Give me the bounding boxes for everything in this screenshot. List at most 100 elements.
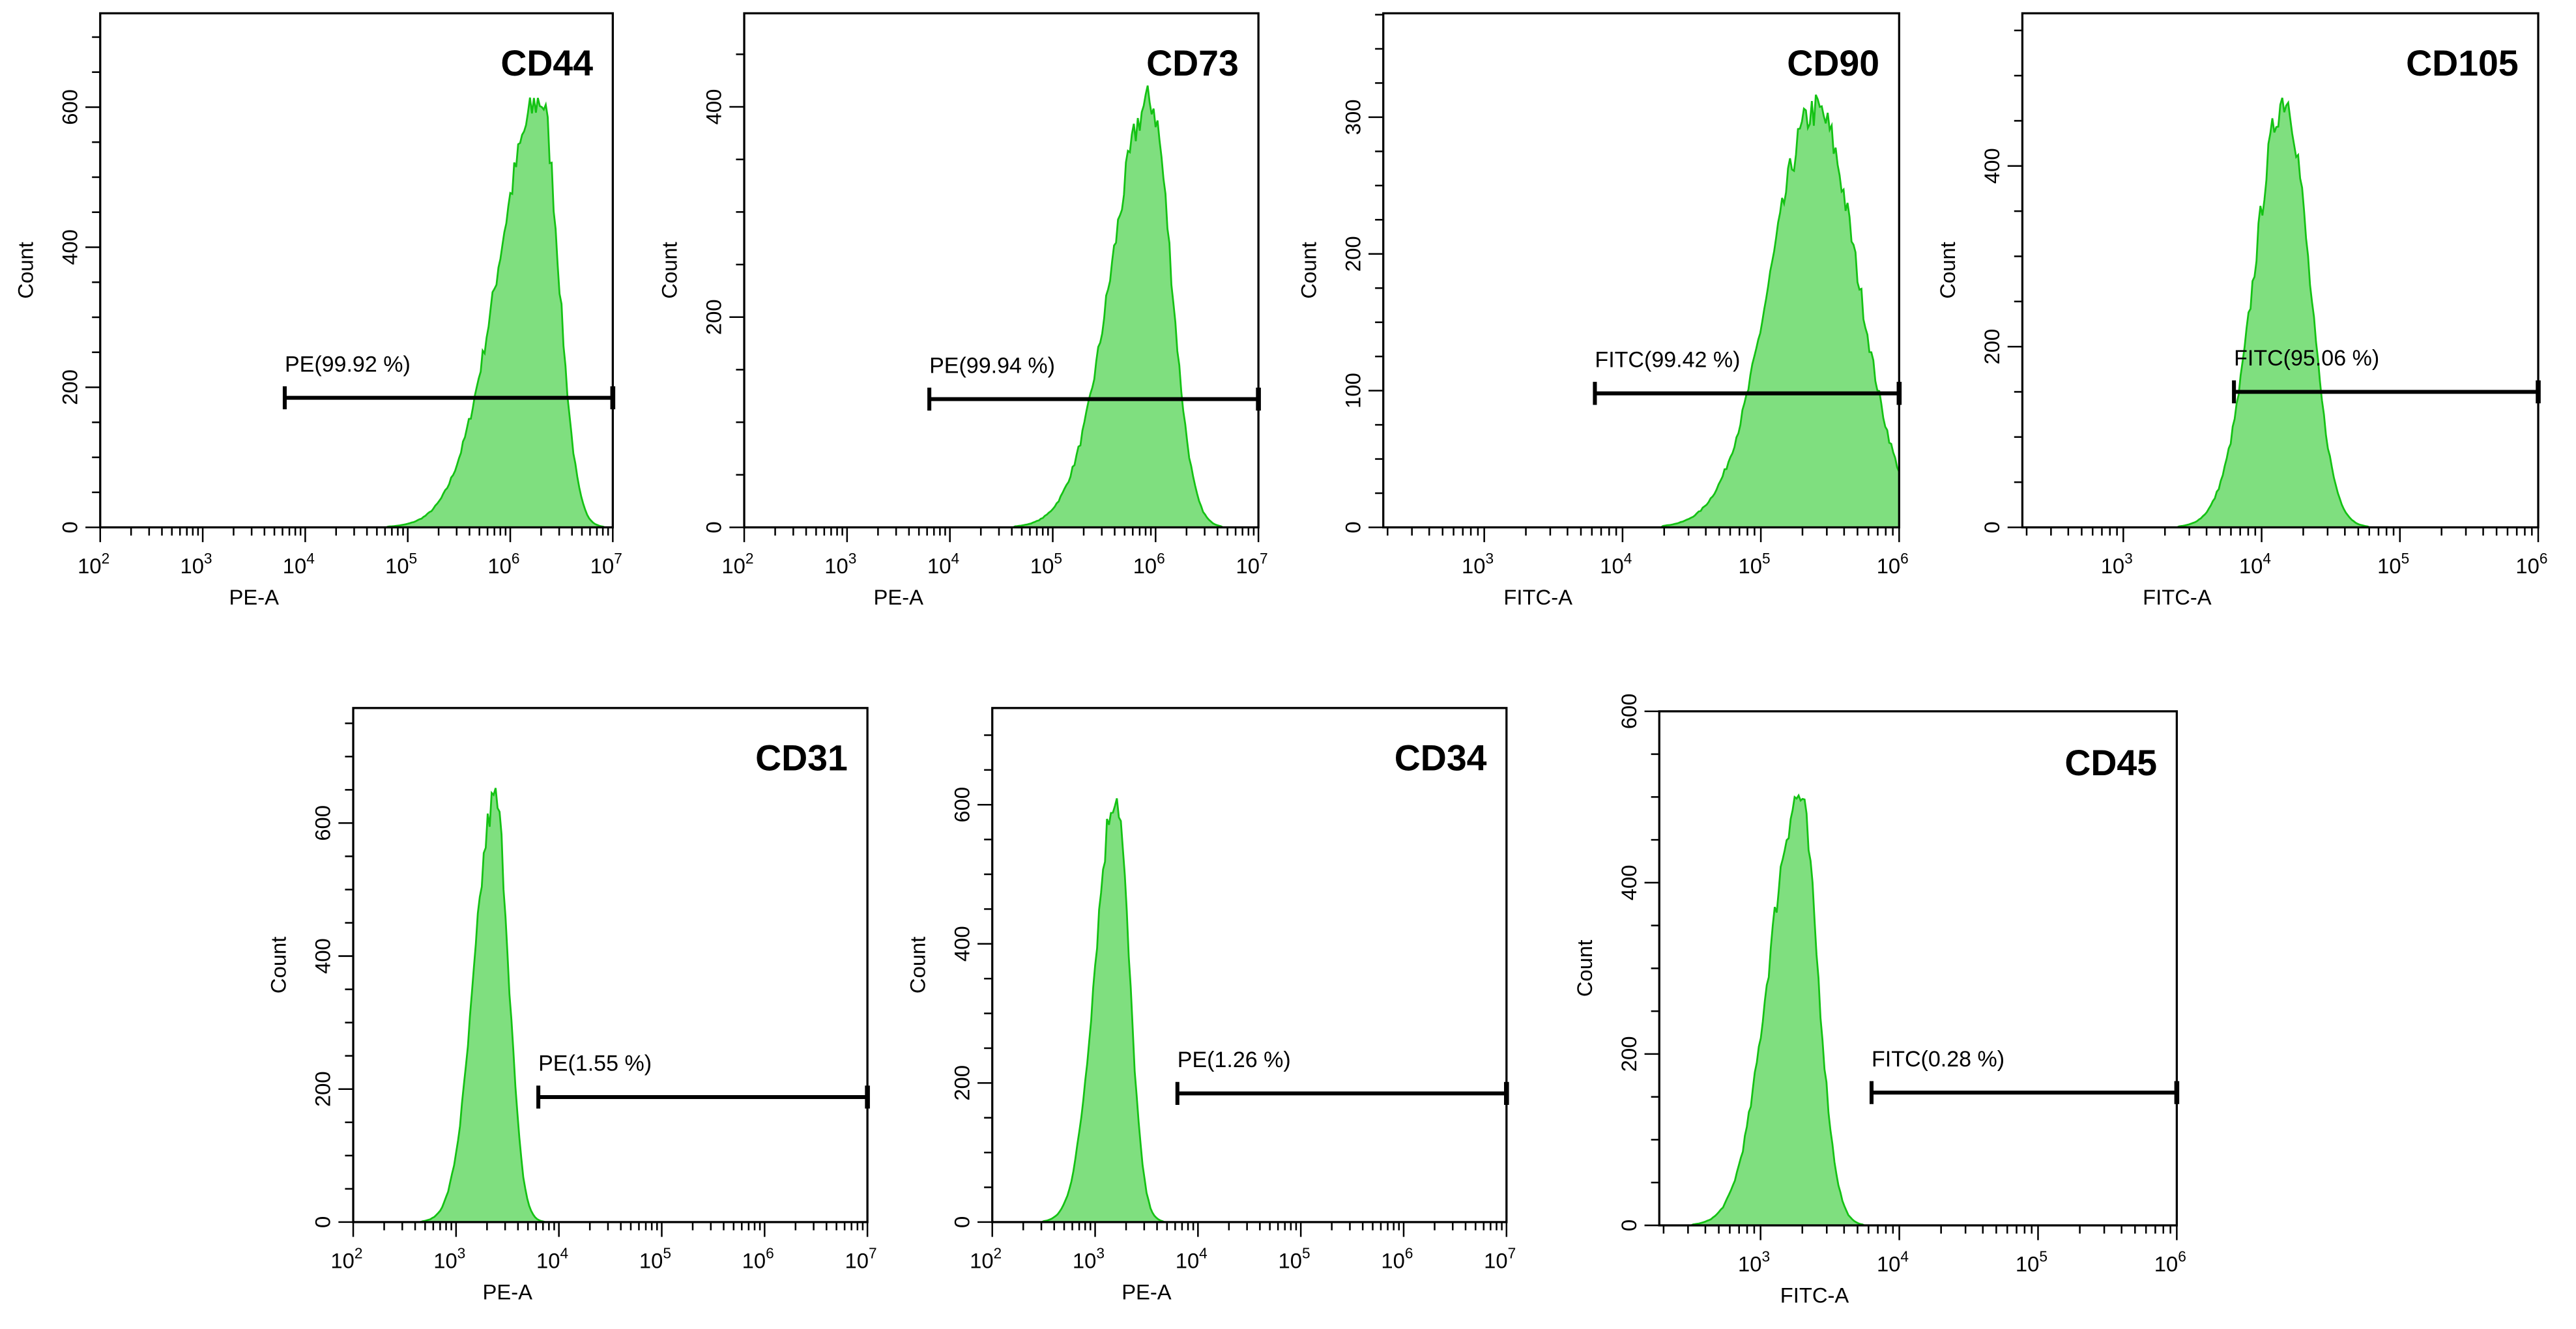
x-axis-title: PE-A	[229, 585, 280, 609]
x-axis-title: FITC-A	[1780, 1283, 1849, 1307]
y-tick-label: 200	[702, 299, 726, 335]
histogram-panel-cd90: 0 100 200 300 103 104 105 106 FITC-A Count CD90 FIT…	[1296, 12, 1909, 609]
y-tick-label: 400	[1980, 148, 2004, 184]
x-tick-label: 105	[385, 550, 417, 578]
plot-frame	[99, 12, 614, 529]
y-tick-label: 0	[702, 521, 726, 533]
y-tick-label: 400	[949, 926, 974, 962]
x-tick-label: 107	[845, 1244, 876, 1272]
panel-title: CD34	[1395, 738, 1487, 779]
plot-frame	[1382, 12, 1900, 529]
histogram-series	[353, 788, 868, 1223]
y-tick-label: 400	[311, 938, 335, 974]
x-tick-label: 104	[1600, 550, 1632, 578]
x-tick-label: 106	[1877, 550, 1909, 578]
plot-frame	[1658, 710, 2178, 1227]
x-tick-label: 107	[1236, 550, 1268, 578]
x-axis-title: PE-A	[483, 1279, 533, 1304]
y-tick-label: 600	[311, 805, 335, 841]
x-axis-title: FITC-A	[1503, 585, 1572, 609]
y-axis-title: Count	[1296, 242, 1320, 298]
histogram-series	[744, 85, 1259, 528]
histogram-panel-cd105: 0 200 400 103 104 105 106 FITC-A Count CD105 FITC(…	[1935, 12, 2547, 609]
histogram-series	[100, 97, 613, 528]
gate-label: FITC(95.06 %)	[2234, 346, 2379, 371]
panel-title: CD45	[2064, 743, 2157, 783]
x-tick-label: 106	[2154, 1248, 2186, 1276]
y-axis-title: Count	[267, 937, 291, 993]
x-tick-label: 107	[590, 550, 622, 578]
x-tick-label: 103	[1738, 1248, 1770, 1276]
y-axis-title: Count	[905, 937, 929, 993]
x-tick-label: 105	[2377, 550, 2409, 578]
gate-label: PE(1.55 %)	[538, 1051, 652, 1076]
x-tick-label: 105	[639, 1244, 671, 1272]
x-tick-label: 102	[330, 1244, 362, 1272]
plot-frame	[743, 12, 1260, 529]
y-tick-label: 0	[311, 1216, 335, 1228]
x-tick-label: 102	[721, 550, 753, 578]
y-tick-label: 0	[57, 521, 81, 533]
y-tick-label: 200	[1340, 236, 1365, 272]
y-tick-label: 400	[1617, 865, 1641, 901]
x-tick-label: 104	[1877, 1248, 1909, 1276]
panel-title: CD31	[755, 738, 848, 779]
gate-label: PE(1.26 %)	[1178, 1048, 1291, 1072]
panel-title: CD73	[1146, 43, 1239, 83]
y-tick-label: 600	[57, 89, 81, 125]
x-axis-title: PE-A	[874, 585, 924, 609]
gate-label: FITC(99.42 %)	[1595, 347, 1740, 372]
y-axis-title: Count	[1935, 242, 1960, 298]
y-tick-label: 200	[311, 1071, 335, 1107]
y-tick-label: 200	[949, 1065, 974, 1101]
x-tick-label: 103	[824, 550, 856, 578]
x-tick-label: 104	[283, 550, 315, 578]
gate-label: PE(99.92 %)	[285, 352, 411, 377]
histogram-panel-cd31: 0 200 400 600 102 103 104 105 106 107 PE-A Count CD3…	[267, 707, 877, 1304]
x-tick-label: 103	[1462, 550, 1494, 578]
y-tick-label: 0	[1617, 1220, 1641, 1231]
y-tick-label: 400	[702, 89, 726, 125]
y-tick-label: 400	[57, 229, 81, 265]
histogram-panel-cd73: 0 200 400 102 103 104 105 106 107 PE-A Count CD73 PE…	[658, 12, 1268, 609]
x-tick-label: 104	[1176, 1244, 1208, 1272]
x-tick-label: 106	[1133, 550, 1165, 578]
histogram-panel-cd44: 0 200 400 600 102 103 104 105 106 107 PE-A Count CD4…	[13, 12, 622, 609]
histogram-series	[2022, 97, 2539, 528]
x-tick-label: 104	[927, 550, 959, 578]
y-tick-label: 100	[1340, 373, 1365, 408]
y-tick-label: 0	[1340, 521, 1365, 533]
x-tick-label: 106	[742, 1244, 774, 1272]
x-tick-label: 107	[1484, 1244, 1516, 1272]
x-tick-label: 105	[1279, 1244, 1310, 1272]
x-axis-title: FITC-A	[2143, 585, 2212, 609]
y-tick-label: 600	[1617, 694, 1641, 730]
histogram-series	[992, 798, 1507, 1223]
y-tick-label: 600	[949, 787, 974, 823]
y-axis-title: Count	[658, 242, 682, 298]
histogram-series	[1383, 94, 1900, 528]
histogram-series	[1659, 793, 2177, 1227]
gate-label: PE(99.94 %)	[929, 353, 1055, 378]
x-tick-label: 106	[487, 550, 519, 578]
y-tick-label: 300	[1340, 100, 1365, 136]
x-tick-label: 103	[433, 1244, 465, 1272]
x-tick-label: 104	[536, 1244, 568, 1272]
x-tick-label: 103	[180, 550, 212, 578]
histogram-panel-cd34: 0 200 400 600 102 103 104 105 106 107 PE-A Count CD3…	[905, 707, 1516, 1304]
y-axis-title: Count	[13, 242, 37, 298]
x-tick-label: 106	[2515, 550, 2547, 578]
y-tick-label: 200	[57, 369, 81, 405]
y-tick-label: 200	[1617, 1036, 1641, 1072]
x-tick-label: 105	[1030, 550, 1062, 578]
y-tick-label: 200	[1980, 329, 2004, 365]
plot-frame	[352, 707, 869, 1223]
gate-label: FITC(0.28 %)	[1872, 1047, 2004, 1072]
x-tick-label: 102	[78, 550, 109, 578]
x-tick-label: 106	[1381, 1244, 1413, 1272]
y-tick-label: 0	[949, 1216, 974, 1228]
x-tick-label: 103	[1073, 1244, 1105, 1272]
plot-frame	[991, 707, 1508, 1223]
x-tick-label: 102	[970, 1244, 1002, 1272]
